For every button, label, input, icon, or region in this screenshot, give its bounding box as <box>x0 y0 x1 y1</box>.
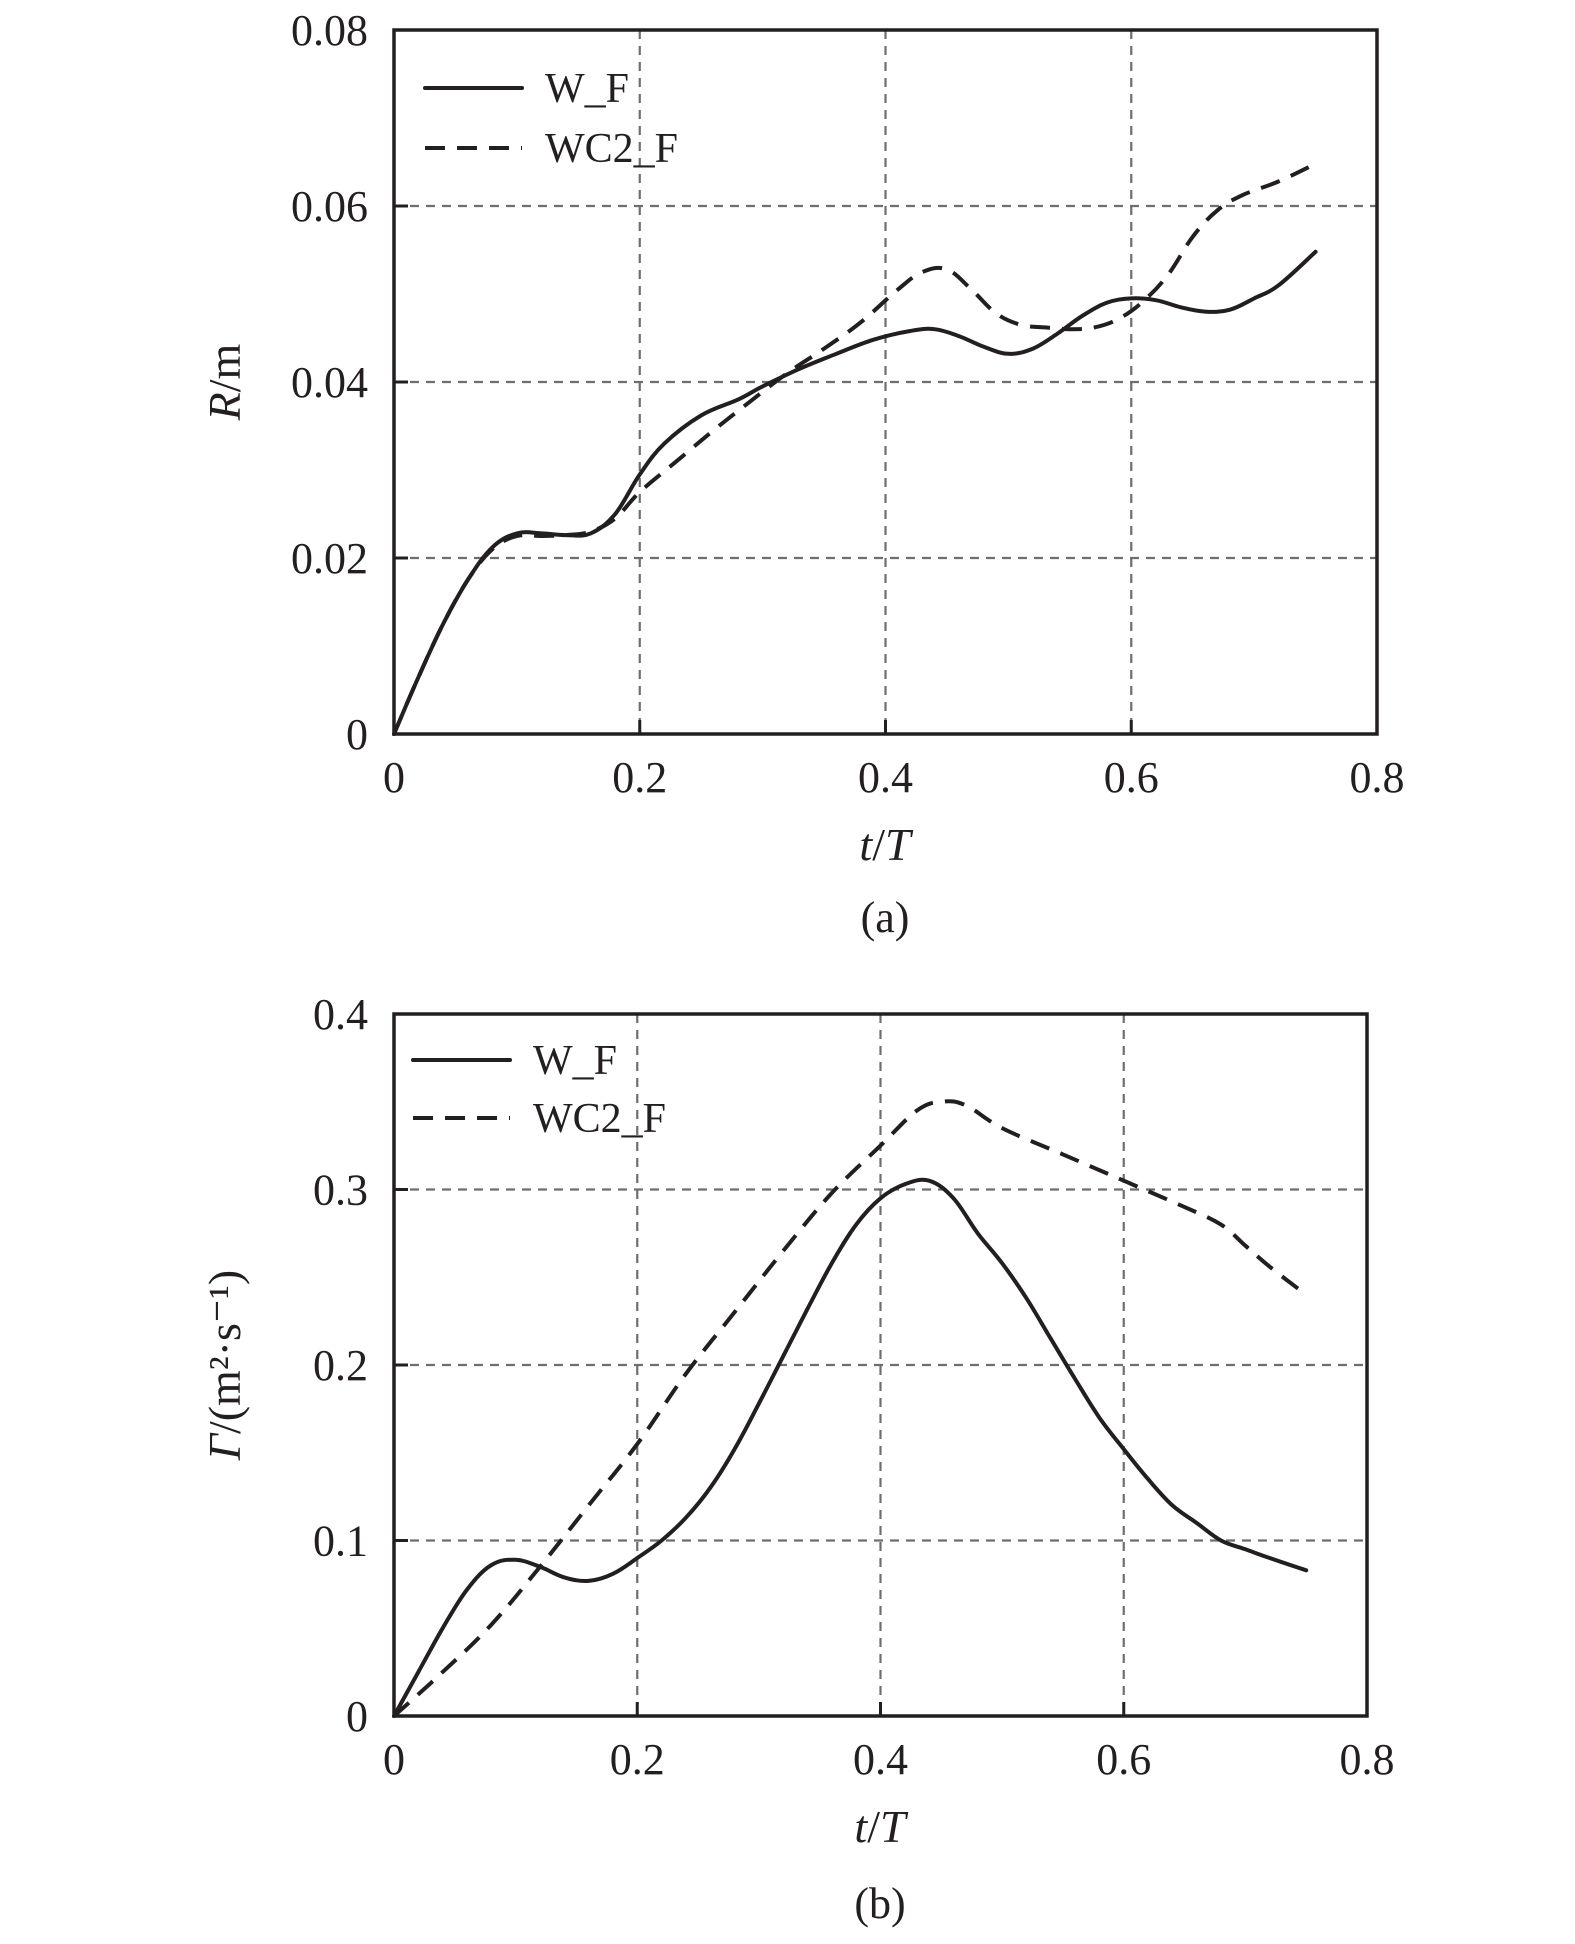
legend-label-b-1: WC2_F <box>533 1096 666 1142</box>
series-b <box>392 1099 1309 1718</box>
x-tick-label-b-0: 0 <box>383 1735 405 1784</box>
x-axis-title-b: t/T <box>854 1801 909 1852</box>
series-line-b-w-f <box>392 1177 1309 1718</box>
legend-label-a-0: W_F <box>545 66 629 112</box>
y-tick-label-b-4: 0.4 <box>313 990 368 1039</box>
x-tick-label-b-3: 0.6 <box>1096 1735 1151 1784</box>
y-tick-label-a-1: 0.02 <box>291 534 368 583</box>
panel-caption-b: (b) <box>854 1879 905 1928</box>
ticks-b: 0 0.2 0.4 0.6 0.8 0 0.1 0.2 0.3 0.4 <box>313 990 1395 1784</box>
series-line-a-w-f <box>392 249 1318 736</box>
x-tick-label-b-1: 0.2 <box>610 1735 665 1784</box>
x-tick-label-a-2: 0.4 <box>858 753 913 802</box>
panel-caption-a: (a) <box>861 893 910 942</box>
y-tick-label-b-2: 0.2 <box>313 1341 368 1390</box>
x-tick-label-a-4: 0.8 <box>1350 753 1405 802</box>
legend-label-b-0: W_F <box>533 1038 617 1084</box>
legend-a: W_F WC2_F <box>423 66 678 172</box>
y-tick-label-a-3: 0.06 <box>291 182 368 231</box>
ticks-a: 0 0.2 0.4 0.6 0.8 0 0.02 0.04 0.06 0.08 <box>291 6 1405 802</box>
x-tick-label-a-3: 0.6 <box>1104 753 1159 802</box>
y-tick-label-a-0: 0 <box>346 710 368 759</box>
y-tick-label-b-3: 0.3 <box>313 1166 368 1215</box>
x-tick-label-b-2: 0.4 <box>853 1735 908 1784</box>
series-line-b-wc2-f <box>392 1099 1308 1718</box>
y-tick-label-b-1: 0.1 <box>313 1517 368 1566</box>
x-tick-label-a-0: 0 <box>383 753 405 802</box>
x-axis-title-a: t/T <box>859 819 914 870</box>
grid-a <box>394 30 1377 734</box>
y-tick-label-a-4: 0.08 <box>291 6 368 55</box>
grid-b <box>394 1014 1367 1716</box>
legend-label-a-1: WC2_F <box>545 126 678 172</box>
y-axis-title-b: Γ/(m²·s⁻¹) <box>199 1270 250 1461</box>
y-tick-label-a-2: 0.04 <box>291 358 368 407</box>
legend-b: W_F WC2_F <box>411 1038 666 1142</box>
series-line-a-wc2-f <box>392 161 1317 735</box>
y-tick-label-b-0: 0 <box>346 1692 368 1741</box>
panel-a: 0 0.2 0.4 0.6 0.800.020.040.060.08 W_FWC2_F … <box>199 6 1405 942</box>
x-tick-label-b-4: 0.8 <box>1340 1735 1395 1784</box>
x-tick-label-a-1: 0.2 <box>612 753 667 802</box>
y-axis-title-a: R/m <box>199 343 250 421</box>
series-a <box>392 161 1318 736</box>
